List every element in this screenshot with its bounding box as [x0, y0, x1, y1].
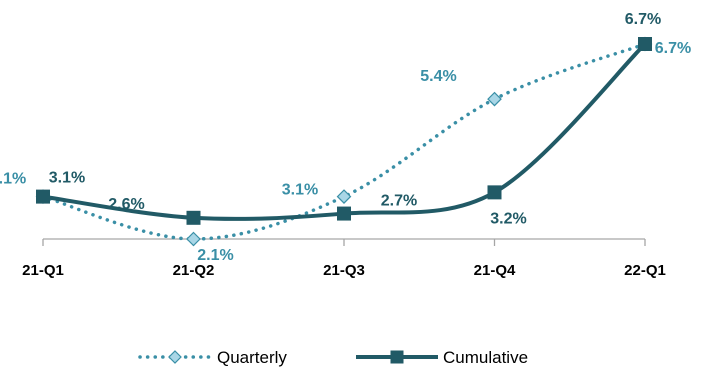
quarterly-point [487, 91, 502, 107]
x-tick-label: 21-Q1 [22, 262, 64, 279]
cumulative-data-label: 3.2% [490, 210, 526, 227]
cumulative-data-label: 3.1% [49, 170, 85, 187]
legend-cumulative-marker [390, 350, 404, 364]
legend-cumulative-label: Cumulative [443, 348, 528, 367]
quarterly-line [41, 42, 647, 241]
quarterly-data-label: 3.1% [0, 171, 26, 188]
quarterly-data-label: 5.4% [420, 68, 456, 85]
cumulative-point [186, 210, 201, 225]
x-axis: 21-Q1 21-Q2 21-Q3 21-Q4 22-Q1 [22, 238, 666, 279]
quarterly-point [186, 231, 201, 247]
legend: Quarterly Cumulative [138, 348, 528, 367]
data-labels: 3.1% 2.1% 3.1% 5.4% 6.7% 3.1% 2.6% 2.7% 3.2% 6.7% [0, 11, 691, 264]
cumulative-data-label: 2.6% [108, 196, 144, 213]
legend-quarterly-label: Quarterly [217, 348, 287, 367]
quarterly-data-label: 2.1% [197, 247, 233, 264]
cumulative-data-label: 6.7% [625, 11, 661, 28]
quarterly-data-label: 6.7% [655, 40, 691, 57]
series-group [35, 36, 653, 247]
x-tick-label: 21-Q4 [474, 262, 516, 279]
x-tick-label: 21-Q3 [323, 262, 365, 279]
cumulative-data-label: 2.7% [381, 193, 417, 210]
legend-quarterly-marker [168, 350, 182, 364]
x-tick-label: 22-Q1 [624, 262, 666, 279]
cumulative-point [487, 185, 502, 200]
cumulative-point [337, 206, 351, 221]
x-tick-label: 21-Q2 [173, 262, 215, 279]
quarterly-point [336, 189, 352, 204]
cumulative-point [36, 189, 50, 204]
cumulative-point [638, 37, 652, 51]
quarterly-data-label: 3.1% [282, 182, 318, 199]
